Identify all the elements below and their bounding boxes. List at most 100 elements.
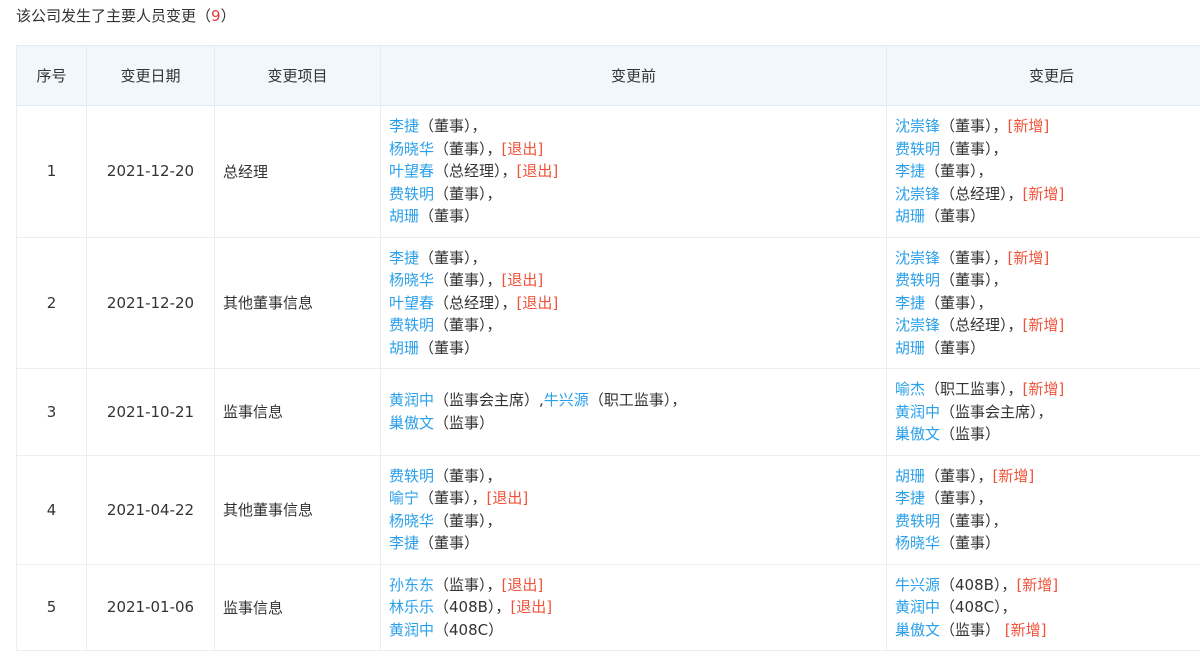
change-tag: [退出] <box>501 271 544 289</box>
person-name-link[interactable]: 林乐乐 <box>389 598 435 616</box>
person-name-link[interactable]: 胡珊 <box>389 207 420 225</box>
change-after: 牛兴源（408B），[新增] 黄润中（408C）， 巢傲文（监事） [新增] <box>886 563 1200 651</box>
person-name-link[interactable]: 杨晓华 <box>389 511 435 530</box>
person-name-link[interactable]: 胡珊 <box>895 466 926 485</box>
change-item: 监事信息 <box>214 563 381 651</box>
role-text: （董事）， <box>434 511 502 530</box>
change-date: 2021-12-20 <box>86 105 215 238</box>
person-line: 李捷（董事）， <box>895 487 1200 510</box>
person-name-link[interactable]: 沈崇锋 <box>895 316 941 334</box>
person-name-link[interactable]: 杨晓华 <box>895 534 941 552</box>
table-row: 4 2021-04-22 其他董事信息 费轶明（董事）， 喻宁（董事），[退出] 杨晓华（… <box>16 454 1200 565</box>
person-line: 黄润中（监事会主席）,牛兴源（职工监事）， <box>389 389 878 412</box>
person-name-link[interactable]: 杨晓华 <box>389 139 435 158</box>
role-text: （408B）， <box>940 575 1017 594</box>
change-before: 黄润中（监事会主席）,牛兴源（职工监事）， 巢傲文（监事） <box>380 368 887 456</box>
person-line: 胡珊（董事） <box>389 205 878 228</box>
role-text: （监事） <box>940 425 1001 443</box>
person-name-link[interactable]: 黄润中 <box>895 402 941 421</box>
role-text: （监事会主席）, <box>434 391 544 410</box>
person-name-link[interactable]: 胡珊 <box>895 207 926 225</box>
person-name-link[interactable]: 巢傲文 <box>895 620 941 639</box>
change-tag: [新增] <box>1007 117 1050 135</box>
person-line: 黄润中（监事会主席）， <box>895 401 1200 424</box>
person-name-link[interactable]: 费轶明 <box>895 139 941 158</box>
change-before: 孙东东（监事），[退出] 林乐乐（408B），[退出] 黄润中（408C） <box>380 563 887 651</box>
role-text: （董事）， <box>925 489 993 507</box>
person-name-link[interactable]: 巢傲文 <box>895 425 941 443</box>
person-name-link[interactable]: 叶望春 <box>389 293 435 312</box>
person-line: 叶望春（总经理），[退出] <box>389 292 878 315</box>
person-name-link[interactable]: 杨晓华 <box>389 271 435 289</box>
role-text: （董事） <box>419 338 480 357</box>
role-text: （总经理）， <box>434 293 517 312</box>
person-name-link[interactable]: 费轶明 <box>389 184 435 203</box>
role-text: （董事）， <box>419 117 487 135</box>
person-name-link[interactable]: 胡珊 <box>389 338 420 357</box>
row-number: 2 <box>16 236 87 369</box>
person-name-link[interactable]: 喻宁 <box>389 489 420 507</box>
role-text: （董事）， <box>940 271 1008 289</box>
person-name-link[interactable]: 牛兴源 <box>895 575 941 594</box>
role-text: （监事） <box>940 620 1005 639</box>
role-text: （董事）， <box>434 139 502 158</box>
person-name-link[interactable]: 喻杰 <box>895 380 926 398</box>
person-name-link[interactable]: 沈崇锋 <box>895 184 941 203</box>
table-row: 3 2021-10-21 监事信息 黄润中（监事会主席）,牛兴源（职工监事）， 巢傲文（… <box>16 368 1200 456</box>
person-line: 巢傲文（监事） [新增] <box>895 619 1200 642</box>
person-name-link[interactable]: 李捷 <box>389 117 420 135</box>
person-name-link[interactable]: 费轶明 <box>389 316 435 334</box>
row-number: 3 <box>16 368 87 456</box>
person-name-link[interactable]: 李捷 <box>895 162 926 180</box>
role-text: （董事）， <box>434 466 502 485</box>
change-after: 喻杰（职工监事），[新增] 黄润中（监事会主席）， 巢傲文（监事） <box>886 368 1200 456</box>
role-text: （总经理）， <box>434 162 517 180</box>
person-name-link[interactable]: 费轶明 <box>389 466 435 485</box>
person-line: 费轶明（董事）， <box>895 510 1200 533</box>
table-row: 1 2021-12-20 总经理 李捷（董事）， 杨晓华（董事），[退出] 叶望春（总经理… <box>16 105 1200 238</box>
person-line: 沈崇锋（总经理），[新增] <box>895 183 1200 206</box>
role-text: （董事）， <box>434 316 502 334</box>
change-tag: [新增] <box>1004 620 1047 639</box>
change-before: 李捷（董事）， 杨晓华（董事），[退出] 叶望春（总经理），[退出] 费轶明（董事），… <box>380 236 887 369</box>
person-name-link[interactable]: 孙东东 <box>389 575 435 594</box>
person-name-link[interactable]: 费轶明 <box>895 271 941 289</box>
role-text: （董事） <box>940 534 1001 552</box>
person-name-link[interactable]: 李捷 <box>895 293 926 312</box>
person-name-link[interactable]: 李捷 <box>895 489 926 507</box>
person-line: 李捷（董事） <box>389 532 878 555</box>
person-name-link[interactable]: 牛兴源 <box>543 391 589 410</box>
change-before: 费轶明（董事）， 喻宁（董事），[退出] 杨晓华（董事）， 李捷（董事） <box>380 454 887 565</box>
role-text: （董事）， <box>940 511 1008 530</box>
role-text: （董事）， <box>925 162 993 180</box>
person-name-link[interactable]: 李捷 <box>389 248 420 267</box>
role-text: （408C）， <box>940 598 1017 616</box>
role-text: （董事）， <box>925 293 993 312</box>
change-tag: [新增] <box>1016 575 1059 594</box>
person-name-link[interactable]: 李捷 <box>389 534 420 552</box>
person-line: 费轶明（董事）， <box>389 314 878 337</box>
person-name-link[interactable]: 费轶明 <box>895 511 941 530</box>
change-after: 胡珊（董事），[新增] 李捷（董事）， 费轶明（董事）， 杨晓华（董事） <box>886 454 1200 565</box>
table-row: 5 2021-01-06 监事信息 孙东东（监事），[退出] 林乐乐（408B），[退出… <box>16 563 1200 651</box>
role-text: （监事会主席）， <box>940 402 1053 421</box>
person-line: 黄润中（408C） <box>389 619 878 642</box>
person-name-link[interactable]: 沈崇锋 <box>895 248 941 267</box>
header-before: 变更前 <box>380 45 887 106</box>
role-text: （董事） <box>419 534 480 552</box>
person-name-link[interactable]: 叶望春 <box>389 162 435 180</box>
person-line: 牛兴源（408B），[新增] <box>895 574 1200 597</box>
person-line: 孙东东（监事），[退出] <box>389 574 878 597</box>
person-name-link[interactable]: 黄润中 <box>389 391 435 410</box>
change-item: 其他董事信息 <box>214 236 381 369</box>
person-line: 巢傲文（监事） <box>389 412 878 435</box>
person-name-link[interactable]: 胡珊 <box>895 338 926 357</box>
person-name-link[interactable]: 沈崇锋 <box>895 117 941 135</box>
role-text: （职工监事）， <box>588 391 687 410</box>
role-text: （职工监事）， <box>925 380 1023 398</box>
person-line: 胡珊（董事） <box>389 337 878 360</box>
person-name-link[interactable]: 黄润中 <box>895 598 941 616</box>
person-name-link[interactable]: 巢傲文 <box>389 413 435 432</box>
person-name-link[interactable]: 黄润中 <box>389 620 435 639</box>
person-line: 巢傲文（监事） <box>895 423 1200 446</box>
